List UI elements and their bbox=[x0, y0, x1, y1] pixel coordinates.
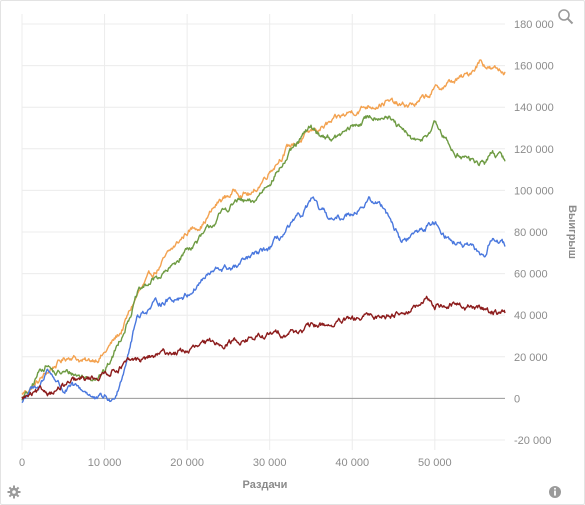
y-tick-label: 140 000 bbox=[514, 102, 554, 114]
y-tick-label: 80 000 bbox=[514, 227, 548, 239]
x-tick-labels: 0 10 000 20 000 30 000 40 000 50 000 bbox=[19, 457, 452, 469]
x-tick-label: 40 000 bbox=[335, 457, 369, 469]
y-tick-labels: -20 000 0 20 000 40 000 60 000 80 000 100 000 1… bbox=[514, 19, 554, 447]
series-line-3 bbox=[21, 196, 506, 404]
y-tick-label: 20 000 bbox=[514, 352, 548, 364]
x-tick-label: 0 bbox=[19, 457, 25, 469]
x-tick-label: 10 000 bbox=[88, 457, 122, 469]
y-tick-label: 0 bbox=[514, 393, 520, 405]
y-tick-label: 100 000 bbox=[514, 185, 554, 197]
grid bbox=[21, 14, 505, 450]
x-tick-label: 20 000 bbox=[170, 457, 204, 469]
y-axis-title: Выигрыш bbox=[566, 205, 578, 259]
x-tick-label: 30 000 bbox=[253, 457, 287, 469]
x-axis-title: Раздачи bbox=[243, 479, 288, 491]
series-line-2 bbox=[21, 115, 506, 401]
x-tick-label: 50 000 bbox=[418, 457, 452, 469]
y-tick-label: 60 000 bbox=[514, 269, 548, 281]
y-tick-label: 40 000 bbox=[514, 310, 548, 322]
y-tick-label: 180 000 bbox=[514, 19, 554, 31]
series-line-1 bbox=[21, 59, 506, 395]
info-icon[interactable] bbox=[548, 485, 562, 499]
series-line-4 bbox=[21, 295, 506, 400]
y-tick-label: 120 000 bbox=[514, 144, 554, 156]
gear-icon[interactable] bbox=[7, 485, 21, 499]
y-tick-label: -20 000 bbox=[514, 435, 551, 447]
y-tick-label: 160 000 bbox=[514, 61, 554, 73]
series-group bbox=[21, 59, 506, 404]
magnifier-icon[interactable] bbox=[557, 8, 574, 25]
